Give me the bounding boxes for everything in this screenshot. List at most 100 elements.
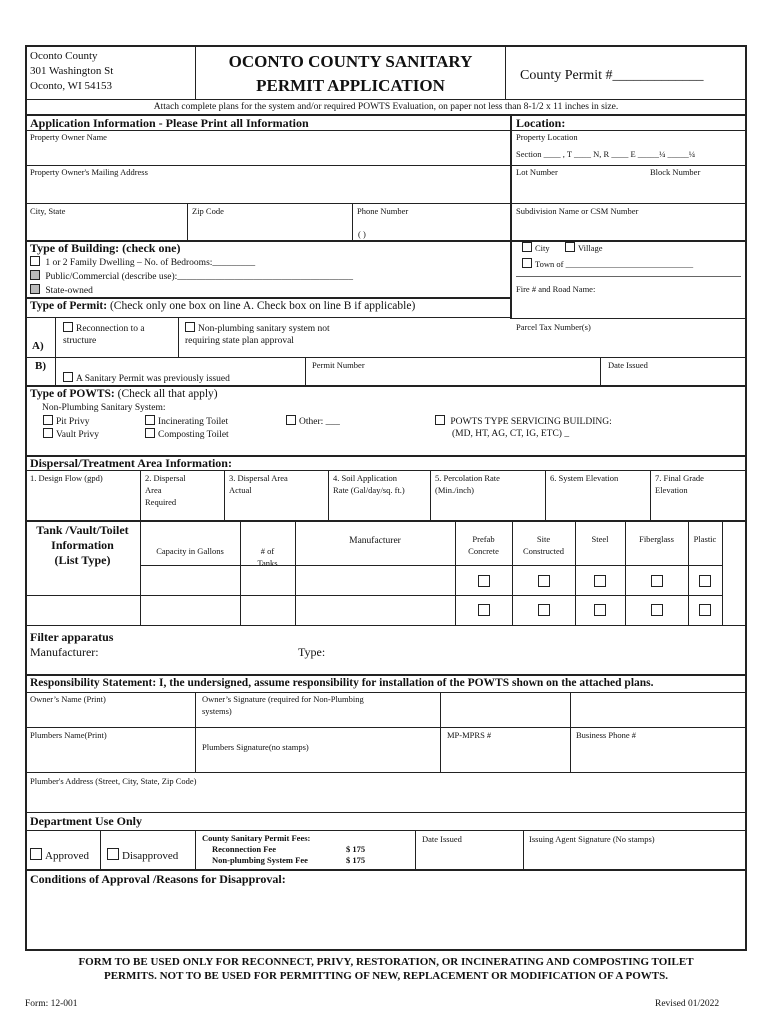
form-title: OCONTO COUNTY SANITARY PERMIT APPLICATION (196, 50, 505, 98)
divider (240, 520, 241, 625)
dispersal-field[interactable]: 7. Final Grade Elevation (655, 472, 704, 496)
material-header: Plastic (688, 533, 722, 545)
label: Incinerating Toilet (158, 417, 229, 427)
date-issued-field[interactable]: Date Issued (608, 360, 648, 370)
material-checkbox[interactable] (537, 604, 553, 619)
dispersal-field[interactable]: 1. Design Flow (gpd) (30, 472, 103, 484)
heading-note: (Check only one box on line A. Check box… (109, 300, 416, 312)
material-checkbox[interactable] (477, 575, 493, 590)
other-checkbox[interactable]: Other: ___ (286, 415, 340, 428)
conditions-field[interactable]: Conditions of Approval /Reasons for Disa… (30, 872, 286, 886)
divider (25, 130, 747, 131)
owner-signature-field[interactable]: Owner’s Signature (required for Non-Plum… (202, 693, 364, 717)
border (25, 949, 747, 951)
property-location-field[interactable]: Property Location (516, 132, 578, 142)
material-checkbox[interactable] (594, 604, 609, 619)
previously-issued-checkbox[interactable]: A Sanitary Permit was previously issued (63, 372, 230, 385)
material-checkbox[interactable] (537, 575, 553, 590)
field-label: 3. Dispersal Area (229, 473, 288, 483)
checkbox-icon (63, 372, 73, 382)
subdivision-field[interactable]: Subdivision Name or CSM Number (516, 206, 639, 216)
servicing-building-checkbox[interactable]: POWTS TYPE SERVICING BUILDING: (MD, HT, A… (435, 415, 612, 440)
border (25, 45, 747, 47)
non-plumbing-checkbox[interactable]: Non-plumbing sanitary system not requirin… (185, 322, 330, 347)
lot-number-field[interactable]: Lot Number (516, 167, 558, 177)
building-option-dwelling[interactable]: 1 or 2 Family Dwelling – No. of Bedrooms… (30, 256, 255, 269)
divider (25, 470, 747, 471)
checkbox-icon (537, 604, 550, 616)
mp-mprs-field[interactable]: MP-MPRS # (447, 730, 492, 740)
reconnect-fee-label: Reconnection Fee (212, 844, 276, 854)
dispersal-field[interactable]: 5. Percolation Rate (Min./inch) (435, 472, 500, 496)
phone-field[interactable]: Phone Number (357, 206, 409, 216)
pit-privy-checkbox[interactable]: Pit Privy (43, 415, 90, 428)
village-checkbox[interactable]: Village (565, 242, 603, 254)
reconnection-checkbox[interactable]: Reconnection to a structure (63, 322, 145, 347)
dispersal-field[interactable]: 3. Dispersal Area Actual (229, 472, 288, 496)
fire-road-field[interactable]: Fire # and Road Name: (516, 284, 596, 294)
county-permit-number[interactable]: County Permit #_____________ (520, 68, 704, 83)
business-phone-field[interactable]: Business Phone # (576, 730, 636, 740)
town-checkbox[interactable]: Town of ______________________________ (522, 258, 693, 270)
city-state-field[interactable]: City, State (30, 206, 66, 216)
divider (25, 595, 722, 596)
dept-date-issued-field[interactable]: Date Issued (422, 834, 462, 844)
parcel-tax-field[interactable]: Parcel Tax Number(s) (516, 322, 591, 332)
field-label: Rate (Gal/day/sq. ft.) (333, 485, 405, 495)
building-option-state[interactable]: State-owned (30, 284, 93, 297)
city-checkbox[interactable]: City (522, 242, 550, 254)
powts-subheading: Non-Plumbing Sanitary System: (42, 403, 166, 413)
plumber-address-field[interactable]: Plumber's Address (Street, City, State, … (30, 776, 197, 786)
fees-heading: County Sanitary Permit Fees: (202, 833, 311, 843)
line-a-label: A) (32, 340, 44, 352)
zip-field[interactable]: Zip Code (192, 206, 224, 216)
label: POWTS TYPE SERVICING BUILDING: (450, 417, 612, 427)
plumber-signature-field[interactable]: Plumbers Signature(no stamps) (202, 742, 309, 752)
mailing-address-field[interactable]: Property Owner's Mailing Address (30, 167, 148, 177)
usage-notice: FORM TO BE USED ONLY FOR RECONNECT, PRIV… (25, 955, 747, 983)
label: State-owned (45, 286, 93, 296)
filter-manufacturer-field[interactable]: Manufacturer: (30, 645, 99, 659)
divider (140, 470, 141, 520)
permit-number-field[interactable]: Permit Number (312, 360, 365, 370)
section-field[interactable]: Section ____ , T ____ N, R ____ E _____¼… (516, 149, 696, 159)
divider (25, 114, 747, 116)
material-checkbox[interactable] (699, 604, 714, 619)
vault-privy-checkbox[interactable]: Vault Privy (43, 428, 99, 441)
divider (195, 830, 196, 870)
plumber-name-field[interactable]: Plumbers Name(Print) (30, 730, 107, 740)
dispersal-field[interactable]: 2. Dispersal Area Required (145, 472, 186, 508)
checkbox-icon (477, 575, 490, 587)
line-b-label: B) (35, 360, 46, 372)
agent-signature-field[interactable]: Issuing Agent Signature (No stamps) (529, 834, 655, 844)
label: Village (578, 243, 603, 253)
filter-type-field[interactable]: Type: (298, 645, 326, 659)
checkbox-icon (145, 428, 155, 438)
dispersal-field[interactable]: 6. System Elevation (550, 472, 618, 484)
label: Approved (45, 850, 89, 862)
divider (187, 203, 188, 240)
checkbox-icon (435, 415, 445, 425)
attach-note: Attach complete plans for the system and… (153, 102, 619, 112)
divider (25, 357, 747, 358)
incinerating-toilet-checkbox[interactable]: Incinerating Toilet (145, 415, 228, 428)
material-checkbox[interactable] (477, 604, 493, 619)
material-checkbox[interactable] (650, 604, 666, 619)
composting-toilet-checkbox[interactable]: Composting Toilet (145, 428, 229, 441)
material-checkbox[interactable] (699, 575, 714, 590)
material-checkbox[interactable] (594, 575, 609, 590)
owner-name-field[interactable]: Property Owner Name (30, 132, 107, 142)
divider (440, 692, 441, 772)
checkbox-icon (30, 848, 42, 860)
owner-name-print-field[interactable]: Owner’s Name (Print) (30, 694, 106, 704)
material-checkbox[interactable] (650, 575, 666, 590)
label: requiring state plan approval (185, 336, 294, 346)
block-number-field[interactable]: Block Number (650, 167, 701, 177)
approved-checkbox[interactable]: Approved (30, 848, 89, 862)
disapproved-checkbox[interactable]: Disapproved (107, 848, 178, 862)
checkbox-icon (699, 604, 711, 616)
building-option-commercial[interactable]: Public/Commercial (describe use):_______… (30, 270, 353, 283)
dispersal-field[interactable]: 4. Soil Application Rate (Gal/day/sq. ft.… (333, 472, 405, 496)
checkbox-icon (522, 258, 532, 268)
